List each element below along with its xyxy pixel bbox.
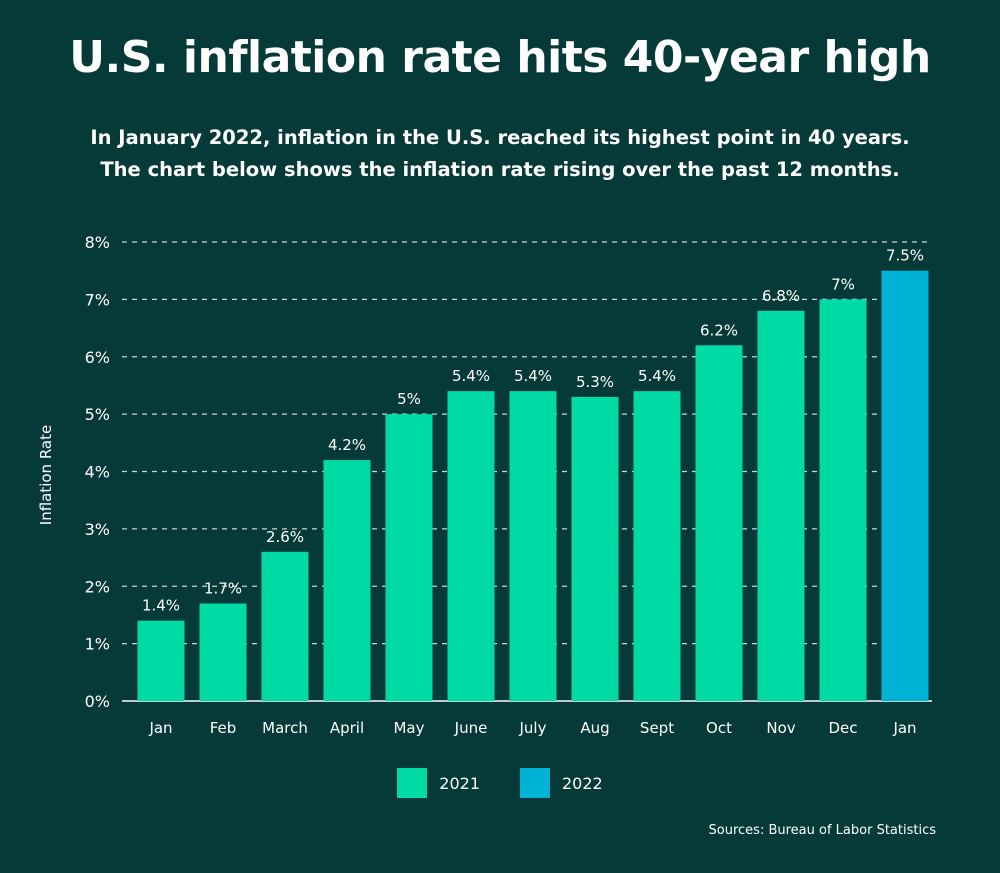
bar-aug-2021: [571, 396, 619, 701]
x-tick-label: May: [393, 719, 424, 737]
data-label: 5.4%: [514, 367, 552, 385]
x-tick-label: March: [262, 719, 308, 737]
y-tick-label: 2%: [85, 577, 110, 596]
bar-march-2021: [261, 551, 309, 701]
x-tick-label: Sept: [640, 719, 674, 737]
data-labels: 1.4% 1.7% 2.6% 4.2% 5% 5.4% 5.4% 5.3% 5.4% 6.2% 6.…: [142, 247, 924, 615]
x-tick-label: Dec: [828, 719, 857, 737]
y-tick-label: 5%: [85, 405, 110, 424]
legend-swatch-2022: [520, 768, 550, 798]
legend-swatch-2021: [397, 768, 428, 798]
axis-ticks: 0% 1% 2% 3% 4% 5% 6% 7% 8% Jan Feb March April May Jun…: [85, 233, 917, 737]
data-label: 5.4%: [638, 367, 676, 385]
x-tick-label: April: [330, 719, 364, 737]
legend-item-2022: 2022: [520, 768, 603, 798]
x-tick-label: Jan: [148, 719, 172, 737]
data-label: 5.4%: [452, 367, 490, 385]
bar-feb-2021: [199, 603, 247, 701]
data-label: 5%: [397, 390, 421, 408]
chart-title: U.S. inflation rate hits 40-year high: [69, 32, 931, 83]
bar-dec-2021: [819, 299, 867, 701]
legend-label-2022: 2022: [562, 773, 603, 793]
bars: [137, 270, 929, 701]
legend: 2021 2022: [0, 768, 1000, 798]
data-label: 5.3%: [576, 373, 614, 391]
bar-june-2021: [447, 391, 495, 701]
y-tick-label: 4%: [85, 463, 110, 482]
data-label: 6.2%: [700, 321, 738, 339]
data-label: 2.6%: [266, 528, 304, 546]
bar-nov-2021: [757, 310, 805, 701]
x-tick-label: Oct: [706, 719, 732, 737]
data-label: 7.5%: [886, 247, 924, 265]
y-tick-label: 3%: [85, 520, 110, 539]
chart-subtitle: In January 2022, inflation in the U.S. r…: [40, 122, 960, 186]
x-tick-label: Aug: [580, 719, 609, 737]
x-tick-label: Jan: [892, 719, 916, 737]
bar-sept-2021: [633, 391, 681, 701]
y-tick-label: 8%: [85, 233, 110, 252]
source-note: Sources: Bureau of Labor Statistics: [708, 823, 936, 838]
bar-jan-2022: [881, 270, 929, 701]
legend-item-2021: 2021: [397, 768, 480, 798]
data-label: 6.8%: [762, 287, 800, 305]
data-label: 1.7%: [204, 579, 242, 597]
bar-april-2021: [323, 460, 371, 701]
y-tick-label: 7%: [85, 290, 110, 309]
bar-oct-2021: [695, 345, 743, 701]
y-axis-label: Inflation Rate: [37, 424, 55, 526]
y-tick-label: 1%: [85, 635, 110, 654]
bar-july-2021: [509, 391, 557, 701]
bar-jan-2021: [137, 620, 185, 701]
y-tick-label: 0%: [85, 692, 110, 711]
subtitle-line-2: The chart below shows the inflation rate…: [100, 158, 900, 181]
x-tick-label: June: [454, 719, 488, 737]
data-label: 1.4%: [142, 597, 180, 615]
legend-label-2021: 2021: [439, 773, 480, 793]
y-tick-label: 6%: [85, 348, 110, 367]
data-label: 7%: [831, 275, 855, 293]
x-tick-label: Feb: [210, 719, 237, 737]
x-tick-label: Nov: [766, 719, 795, 737]
x-tick-label: July: [519, 719, 547, 737]
data-label: 4.2%: [328, 436, 366, 454]
subtitle-line-1: In January 2022, inflation in the U.S. r…: [90, 126, 910, 149]
bar-may-2021: [385, 414, 433, 701]
